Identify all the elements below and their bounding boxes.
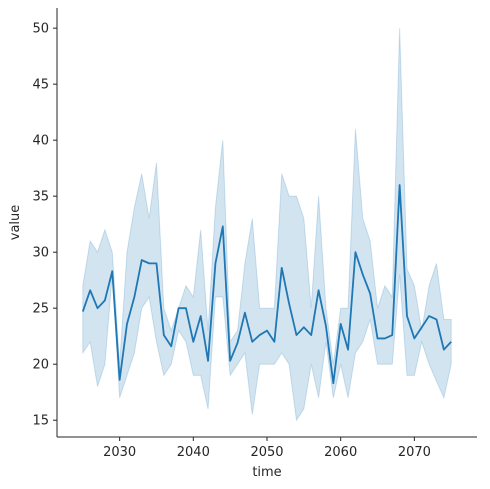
y-tick-label: 40 <box>32 134 49 149</box>
tick-labels: 2030 2040 2050 2060 2070 15 20 25 30 35 40 45 50 <box>32 22 430 460</box>
x-axis-label: time <box>252 465 281 480</box>
y-tick-label: 35 <box>32 190 49 205</box>
y-tick-label: 20 <box>32 358 49 373</box>
y-tick-label: 45 <box>32 78 49 93</box>
confidence-band <box>82 28 452 422</box>
y-tick-label: 50 <box>32 22 49 37</box>
x-tick-label: 2050 <box>250 445 283 460</box>
y-tick-label: 15 <box>32 414 49 429</box>
x-tick-label: 2030 <box>103 445 136 460</box>
y-axis-label: value <box>8 205 23 241</box>
x-tick-label: 2060 <box>324 445 357 460</box>
axes <box>53 8 477 441</box>
x-tick-label: 2070 <box>398 445 431 460</box>
confidence-band-layer <box>82 28 452 422</box>
series-line <box>81 184 452 385</box>
y-tick-label: 25 <box>32 302 49 317</box>
series-line-layer <box>81 184 452 385</box>
x-tick-label: 2040 <box>177 445 210 460</box>
y-tick-label: 30 <box>32 246 49 261</box>
